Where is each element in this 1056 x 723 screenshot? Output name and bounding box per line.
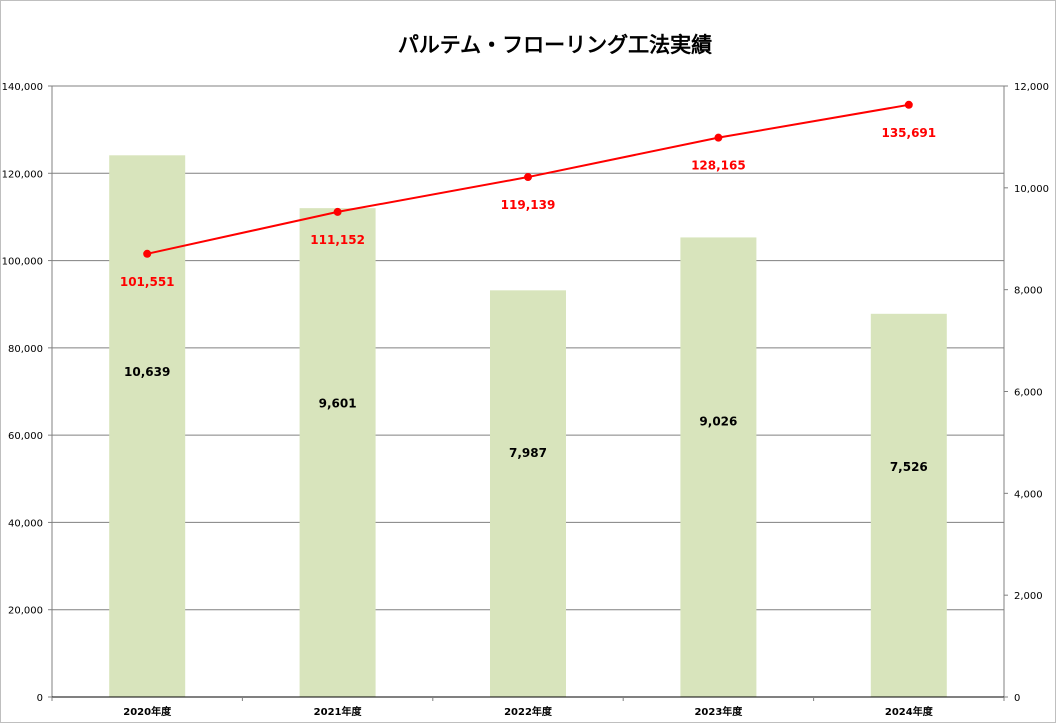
line-data-label: 111,152	[310, 233, 365, 247]
right-tick-label: 6,000	[1014, 388, 1043, 399]
category-label: 2021年度	[314, 705, 363, 718]
category-label: 2022年度	[504, 705, 553, 718]
bar-series	[109, 155, 947, 698]
data-labels: 10,639 9,601 7,987 9,026 7,526 101,551 111,152…	[120, 126, 936, 474]
category-label: 2023年度	[694, 705, 743, 718]
left-tick-label: 120,000	[2, 169, 43, 180]
left-tick-label: 80,000	[8, 344, 43, 355]
left-tick-label: 140,000	[2, 82, 43, 93]
bar	[109, 155, 186, 697]
bar-data-label: 7,987	[509, 446, 547, 460]
left-tick-label: 40,000	[8, 518, 43, 529]
chart-title: パルテム・フローリング工法実績	[398, 33, 712, 57]
bar	[680, 237, 757, 698]
line-point	[524, 173, 532, 182]
bar	[299, 208, 376, 697]
bar-data-label: 9,026	[699, 414, 737, 428]
line-point	[143, 249, 152, 258]
right-tick-label: 2,000	[1014, 591, 1043, 602]
right-tick-label: 12,000	[1014, 82, 1049, 93]
line-point	[714, 133, 723, 142]
left-tick-label: 20,000	[8, 606, 43, 617]
right-tick-label: 8,000	[1014, 286, 1043, 297]
left-tick-label: 0	[37, 693, 43, 704]
line-point	[333, 207, 342, 216]
line-series	[143, 100, 913, 258]
bar-data-label: 9,601	[319, 397, 357, 411]
right-tick-label: 0	[1014, 693, 1020, 704]
axes: 0 20,000 40,000 60,000 80,000 100,000 120,000 1…	[2, 82, 1049, 718]
bar-data-label: 7,526	[890, 460, 928, 474]
line-data-label: 119,139	[501, 198, 556, 212]
right-tick-label: 4,000	[1014, 489, 1043, 500]
left-tick-label: 100,000	[2, 257, 43, 268]
category-label: 2024年度	[885, 705, 934, 718]
right-tick-label: 10,000	[1014, 184, 1049, 195]
line-data-label: 101,551	[120, 275, 175, 289]
line-data-label: 135,691	[881, 126, 936, 140]
line-point	[904, 100, 913, 109]
bar	[490, 290, 566, 697]
bar-data-label: 10,639	[124, 365, 170, 379]
line-data-label: 128,165	[691, 159, 746, 173]
bar	[870, 313, 947, 697]
left-tick-label: 60,000	[8, 431, 43, 442]
category-label: 2020年度	[123, 705, 172, 718]
